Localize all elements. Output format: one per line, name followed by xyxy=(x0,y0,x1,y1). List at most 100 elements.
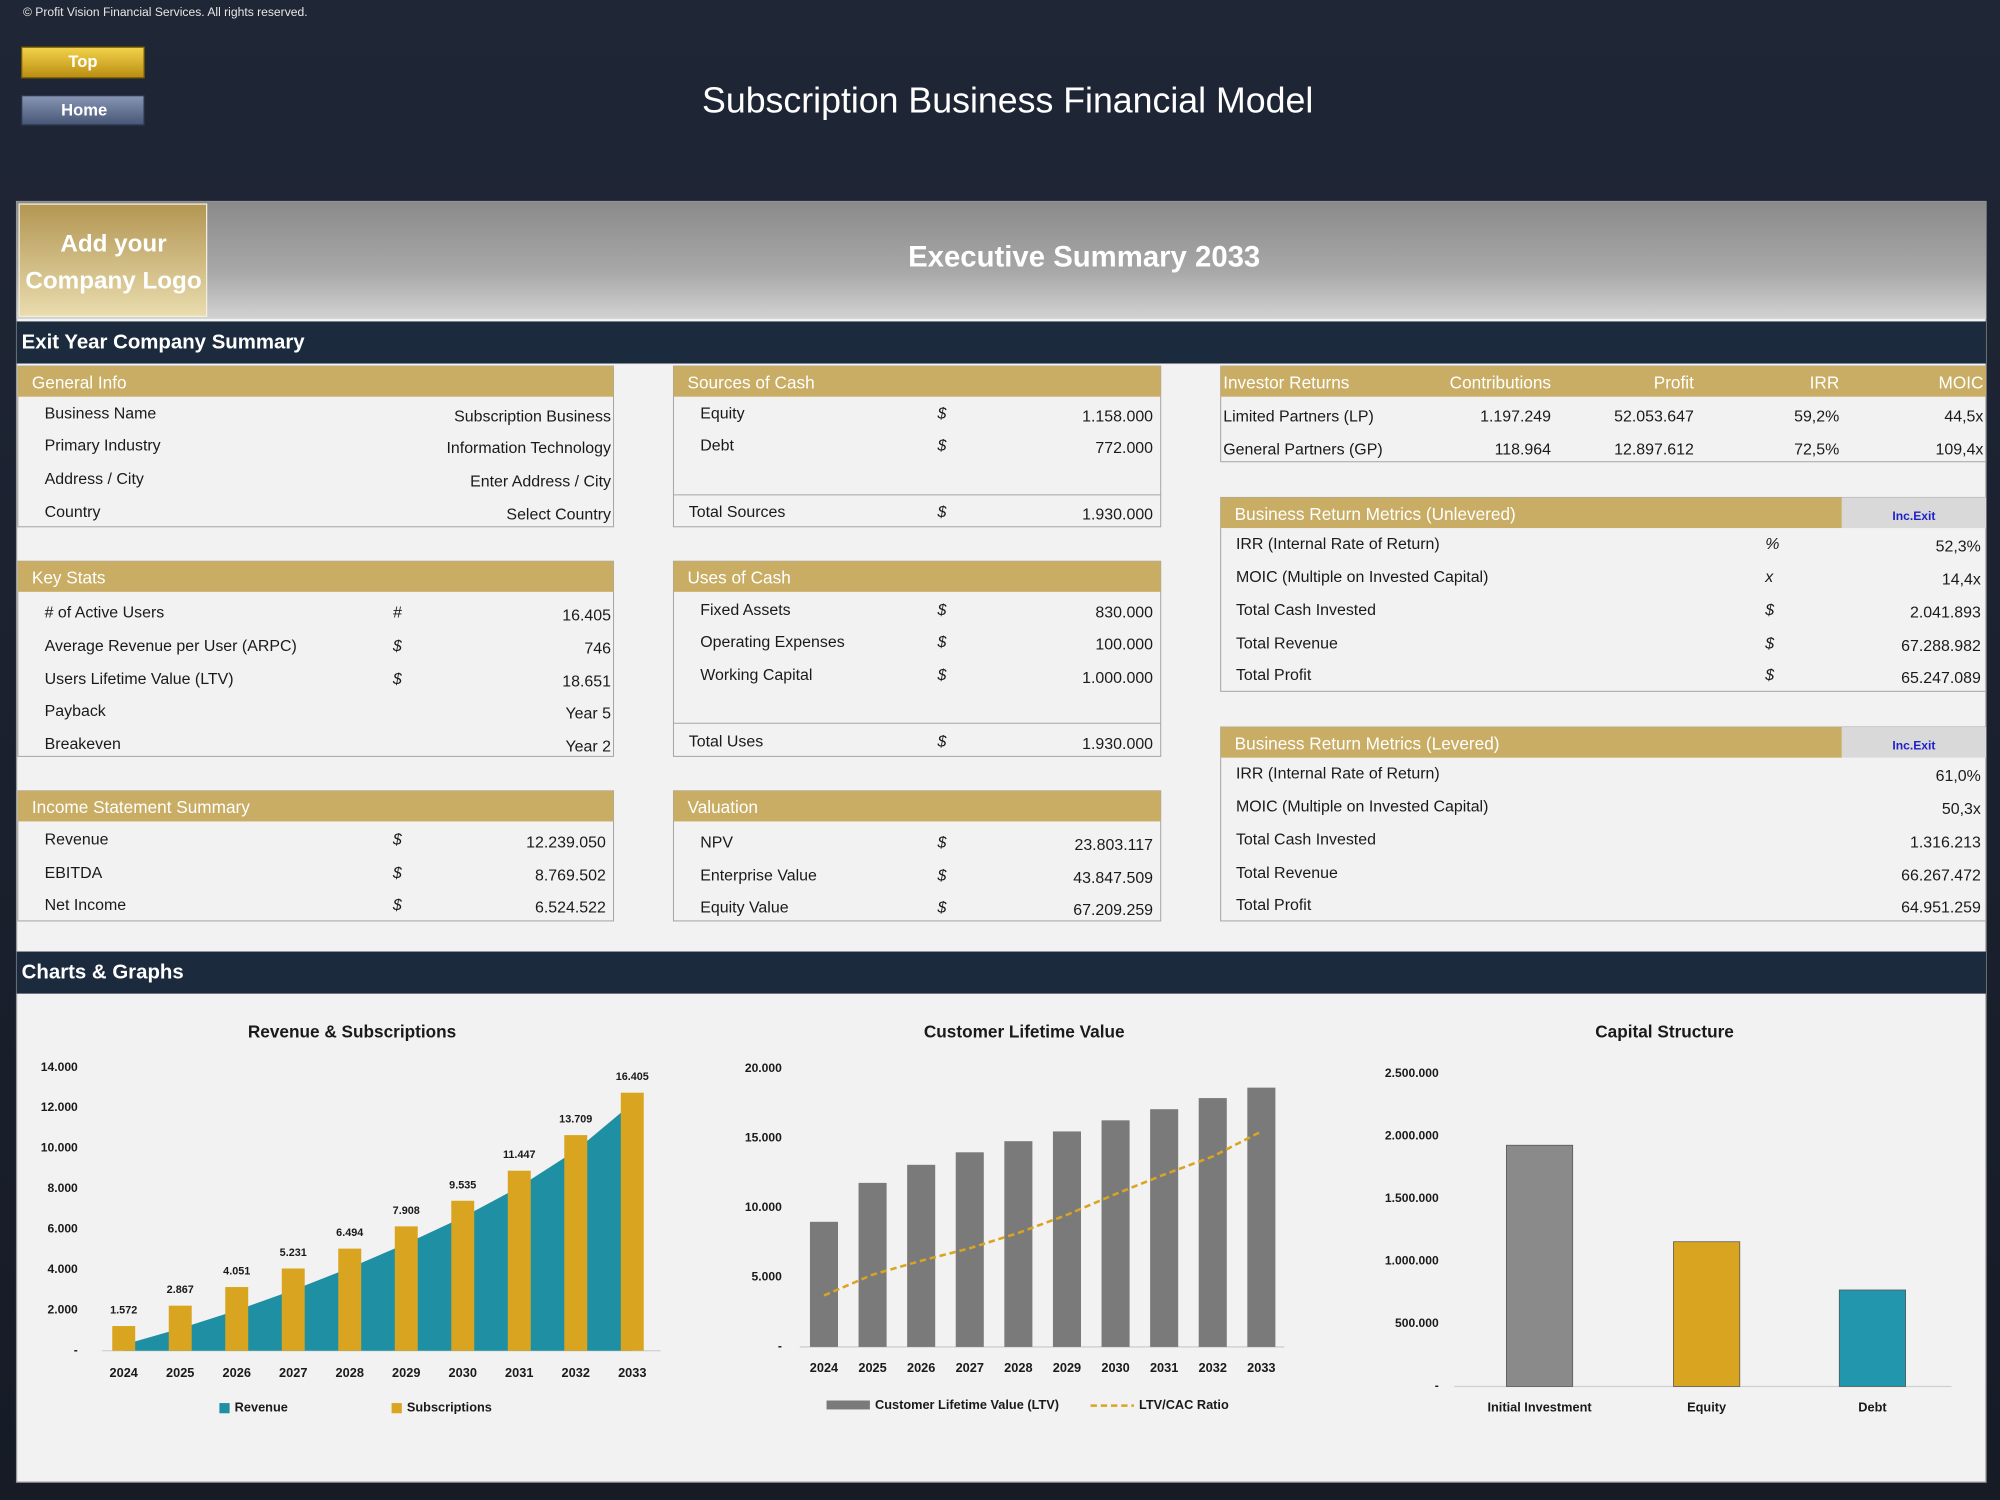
y-tick-label: 2.000.000 xyxy=(1385,1129,1439,1143)
row-unit: $ xyxy=(937,406,948,423)
row-label: Total Profit xyxy=(1236,897,1312,914)
row-value: Enter Address / City xyxy=(470,473,611,490)
home-button[interactable] xyxy=(21,95,145,126)
legend-label: Subscriptions xyxy=(407,1400,492,1415)
row-label: Breakeven xyxy=(45,736,121,753)
x-tick-label: 2033 xyxy=(1247,1360,1275,1375)
row-value: 830.000 xyxy=(1095,605,1153,622)
y-tick-label: 10.000 xyxy=(745,1200,782,1214)
chart-title: Revenue & Subscriptions xyxy=(248,1022,456,1042)
row-label: Total Revenue xyxy=(1236,635,1338,652)
table-title: Sources of Cash xyxy=(688,372,815,392)
row-unit: $ xyxy=(937,834,948,851)
x-tick-label: 2028 xyxy=(1004,1360,1032,1375)
row-label: General Partners (GP) xyxy=(1223,441,1382,458)
area xyxy=(123,1103,633,1351)
row-label: Country xyxy=(45,504,101,521)
row-label: Total Profit xyxy=(1236,667,1312,684)
row-value: 746 xyxy=(584,640,611,657)
cell-value: 1.197.249 xyxy=(1480,408,1551,425)
legend-label: Customer Lifetime Value (LTV) xyxy=(875,1397,1059,1412)
row-value: 6.524.522 xyxy=(535,899,606,916)
row-value: 43.847.509 xyxy=(1073,870,1153,887)
row-value: 12.239.050 xyxy=(526,834,606,851)
bar xyxy=(451,1200,475,1351)
y-tick-label: - xyxy=(778,1339,782,1353)
column-header: Contributions xyxy=(1450,372,1551,392)
legend-label: LTV/CAC Ratio xyxy=(1139,1397,1229,1412)
x-tick-label: 2027 xyxy=(279,1365,307,1380)
y-tick-label: 12.000 xyxy=(41,1100,78,1114)
row-value: 61,0% xyxy=(1936,768,1981,785)
row-value: 67.288.982 xyxy=(1901,638,1981,655)
row-unit: % xyxy=(1765,536,1779,553)
data-label: 1.572 xyxy=(110,1305,137,1317)
x-tick-label: 2032 xyxy=(1199,1360,1227,1375)
top-button[interactable] xyxy=(21,46,145,79)
y-tick-label: 20.000 xyxy=(745,1061,782,1075)
row-unit: $ xyxy=(937,504,948,521)
data-label: 4.051 xyxy=(223,1266,250,1278)
cell-value: 109,4x xyxy=(1936,441,1984,458)
cell-value: 72,5% xyxy=(1794,441,1839,458)
data-label: 11.447 xyxy=(503,1149,536,1161)
cell-value: 12.897.612 xyxy=(1614,441,1694,458)
row-value: 52,3% xyxy=(1936,538,1981,555)
legend-label: Revenue xyxy=(235,1400,288,1415)
row-value: 16.405 xyxy=(562,607,611,624)
x-tick-label: 2029 xyxy=(392,1365,420,1380)
row-label: MOIC (Multiple on Invested Capital) xyxy=(1236,799,1488,816)
data-label: 2.867 xyxy=(167,1284,194,1296)
table-header xyxy=(1220,727,1842,758)
x-tick-label: 2030 xyxy=(449,1365,477,1380)
logo-box xyxy=(18,203,208,317)
cell-value: 44,5x xyxy=(1944,408,1983,425)
bar xyxy=(564,1135,588,1351)
data-label: 7.908 xyxy=(393,1205,420,1217)
row-unit: $ xyxy=(392,671,403,688)
row-unit: $ xyxy=(392,897,403,914)
logo-text: Company Logo xyxy=(25,267,201,294)
row-label: Enterprise Value xyxy=(700,867,817,884)
logo-text: Add your xyxy=(60,230,167,257)
bar xyxy=(1052,1131,1081,1347)
y-tick-label: 2.000 xyxy=(47,1303,78,1317)
table-title: Uses of Cash xyxy=(688,568,791,588)
row-label: Users Lifetime Value (LTV) xyxy=(45,671,234,688)
home-button-label[interactable]: Home xyxy=(61,100,107,119)
column-header: Investor Returns xyxy=(1223,372,1349,392)
top-button-label[interactable]: Top xyxy=(68,52,97,71)
row-unit: $ xyxy=(937,899,948,916)
legend-swatch xyxy=(391,1403,402,1414)
row-label: # of Active Users xyxy=(45,605,165,622)
y-tick-label: - xyxy=(1435,1379,1439,1393)
row-label: Total Sources xyxy=(689,504,786,521)
row-value: 2.041.893 xyxy=(1910,605,1981,622)
table-header xyxy=(1220,366,1986,397)
row-label: MOIC (Multiple on Invested Capital) xyxy=(1236,569,1488,586)
y-tick-label: 500.000 xyxy=(1395,1316,1439,1330)
table-title: Valuation xyxy=(688,797,758,817)
x-tick-label: 2030 xyxy=(1101,1360,1129,1375)
y-tick-label: 1.000.000 xyxy=(1385,1254,1439,1268)
row-label: Debt xyxy=(700,438,734,455)
row-label: Business Name xyxy=(45,406,157,423)
row-unit: $ xyxy=(937,734,948,751)
row-value: 772.000 xyxy=(1095,440,1153,457)
row-value: 23.803.117 xyxy=(1074,837,1153,854)
column-header: MOIC xyxy=(1938,372,1983,392)
x-tick-label: 2028 xyxy=(336,1365,364,1380)
table-header xyxy=(17,366,614,397)
y-tick-label: 15.000 xyxy=(745,1131,782,1145)
x-tick-label: 2031 xyxy=(505,1365,533,1380)
y-tick-label: 10.000 xyxy=(41,1141,78,1155)
page-title: Subscription Business Financial Model xyxy=(702,81,1313,121)
y-tick-label: 14.000 xyxy=(41,1060,78,1074)
row-label: Total Cash Invested xyxy=(1236,602,1376,619)
row-value: 1.158.000 xyxy=(1082,408,1153,425)
bar xyxy=(168,1305,192,1351)
table-title: Business Return Metrics (Unlevered) xyxy=(1235,504,1516,524)
x-tick-label: 2025 xyxy=(166,1365,194,1380)
bar xyxy=(1247,1087,1276,1347)
